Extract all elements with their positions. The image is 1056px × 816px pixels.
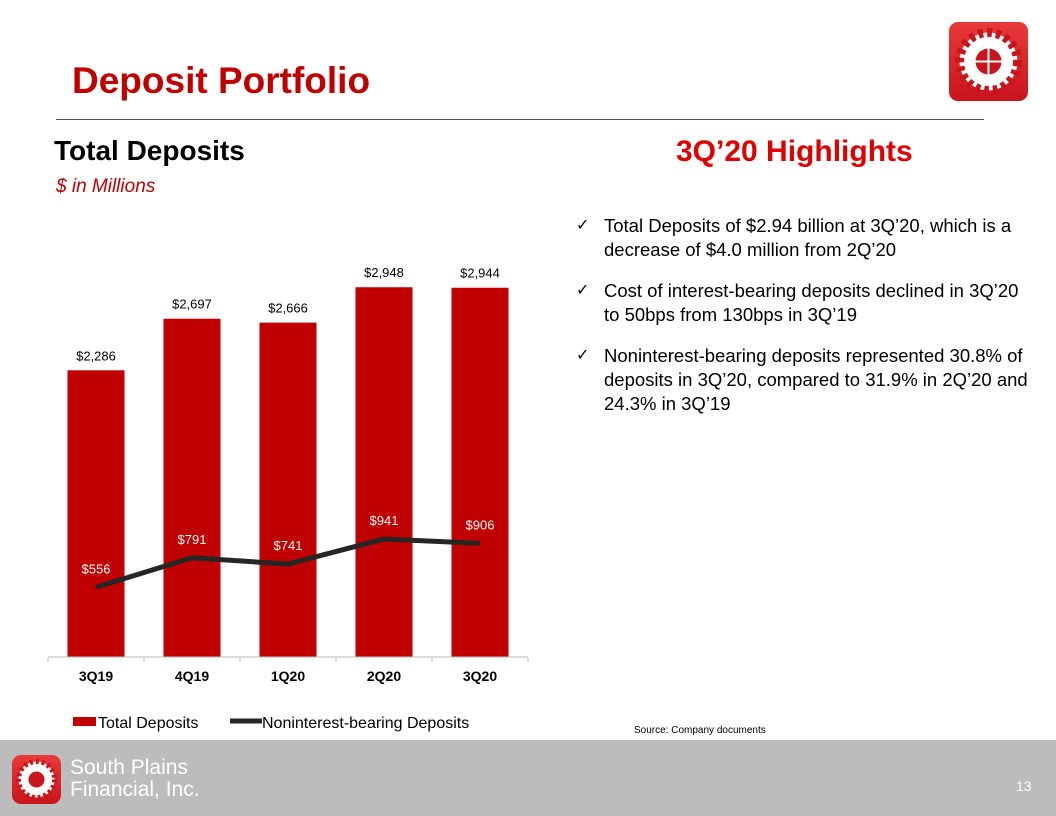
- chart-title: Total Deposits: [54, 135, 245, 166]
- x-tick-label: 3Q19: [79, 668, 113, 684]
- bar-total-deposits: [163, 318, 221, 657]
- bar-data-label: $2,666: [268, 301, 308, 316]
- company-name: South Plains Financial, Inc.: [70, 756, 200, 801]
- bar-total-deposits: [355, 287, 413, 657]
- highlight-item: ✓ Total Deposits of $2.94 billion at 3Q’2…: [576, 215, 1012, 260]
- bar-data-label: $2,697: [172, 297, 212, 312]
- line-data-label: $906: [466, 517, 495, 532]
- bar-total-deposits: [259, 322, 317, 657]
- wheel-logo-icon: [955, 28, 1022, 95]
- check-icon: ✓: [576, 282, 590, 299]
- bar-data-label: $2,948: [364, 265, 404, 280]
- legend-label: Total Deposits: [98, 715, 199, 732]
- x-tick-label: 4Q19: [175, 668, 209, 684]
- footer-bar: [0, 740, 1056, 816]
- check-icon: ✓: [576, 347, 590, 364]
- line-noninterest-bearing: [95, 536, 481, 590]
- highlights-list: ✓ Total Deposits of $2.94 billion at 3Q’2…: [576, 214, 1038, 433]
- company-logo: [949, 22, 1028, 101]
- line-data-label: $556: [82, 561, 111, 576]
- x-tick-label: 3Q20: [463, 668, 497, 684]
- line-data-label: $941: [370, 513, 399, 528]
- wheel-logo-icon: [16, 759, 57, 800]
- x-tick-label: 1Q20: [271, 668, 305, 684]
- deposits-chart: $2,286 3Q19 $2,697 4Q19 $2,666 1Q20 $2,948 2Q20…: [47, 265, 529, 732]
- bar-total-deposits: [67, 370, 125, 657]
- bar-data-label: $2,286: [76, 348, 116, 363]
- line-data-label: $791: [178, 532, 207, 547]
- check-icon: ✓: [576, 217, 590, 234]
- highlight-item: ✓ Cost of interest-bearing deposits decli…: [576, 280, 1019, 325]
- page-title: Deposit Portfolio: [72, 60, 371, 101]
- legend-swatch-total-deposits: [73, 717, 96, 726]
- title-divider: [56, 119, 984, 120]
- legend-label: Noninterest-bearing Deposits: [262, 715, 469, 732]
- chart-subtitle: $ in Millions: [56, 176, 156, 197]
- highlights-title: 3Q’20 Highlights: [676, 135, 913, 168]
- footer-logo: [12, 755, 61, 804]
- line-data-label: $741: [274, 538, 303, 553]
- source-note: Source: Company documents: [634, 725, 766, 736]
- bar-total-deposits: [451, 287, 509, 657]
- page-number: 13: [1016, 778, 1032, 794]
- highlight-item: ✓ Noninterest-bearing deposits represente…: [576, 345, 1028, 414]
- bar-data-label: $2,944: [460, 266, 500, 281]
- x-tick-label: 2Q20: [367, 668, 401, 684]
